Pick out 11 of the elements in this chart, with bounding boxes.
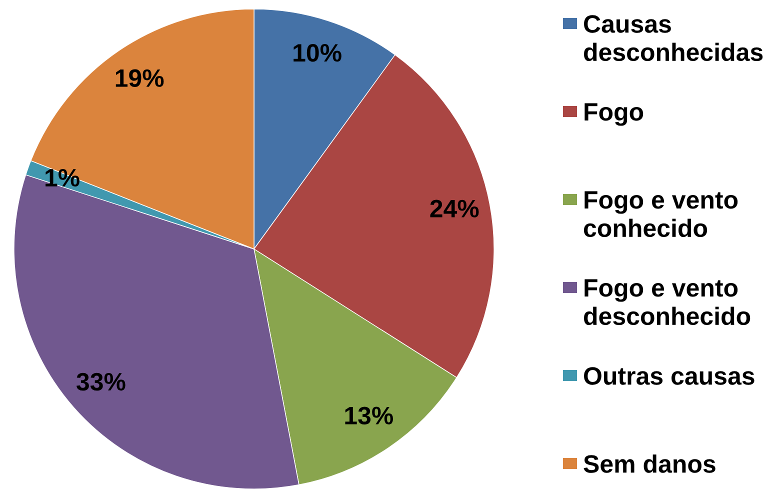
legend-label: Outras causas: [584, 367, 754, 385]
legend-label: Fogo e vento desconhecido: [584, 279, 750, 326]
data-label: 33%: [76, 372, 126, 391]
legend-label: Sem danos: [584, 454, 716, 473]
data-label: 10%: [294, 44, 342, 62]
data-label: 13%: [345, 406, 394, 424]
data-label: 24%: [430, 200, 479, 218]
legend-label: Fogo e vento conhecido: [584, 191, 738, 238]
legend-label: Causas desconhecidas: [584, 15, 763, 62]
legend-label: Fogo: [584, 103, 644, 126]
data-label: 19%: [116, 69, 164, 87]
